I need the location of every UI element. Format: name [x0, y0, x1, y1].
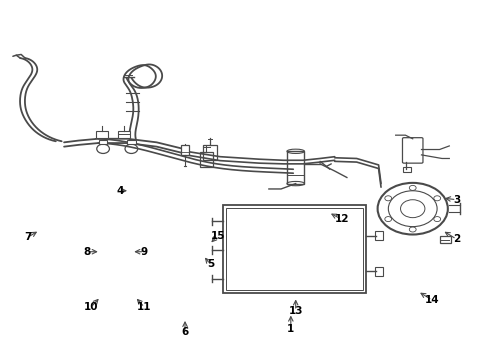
- Bar: [286, 151, 304, 184]
- Bar: [226, 208, 362, 290]
- Text: 9: 9: [141, 247, 148, 257]
- Text: 1: 1: [286, 324, 294, 334]
- Bar: [439, 236, 450, 243]
- Text: 13: 13: [288, 306, 303, 316]
- Bar: [96, 131, 108, 138]
- Bar: [118, 131, 130, 138]
- Text: 12: 12: [334, 215, 348, 224]
- Text: 6: 6: [181, 327, 188, 337]
- Text: 14: 14: [424, 295, 439, 305]
- Text: 11: 11: [137, 302, 151, 312]
- Text: 15: 15: [210, 231, 224, 240]
- Text: 2: 2: [452, 234, 459, 244]
- Text: 7: 7: [24, 232, 31, 242]
- Text: 4: 4: [116, 186, 123, 196]
- Bar: [200, 152, 212, 167]
- Bar: [374, 231, 382, 240]
- Text: 10: 10: [83, 302, 98, 312]
- Bar: [127, 140, 136, 144]
- Bar: [374, 267, 382, 276]
- Bar: [402, 167, 410, 172]
- Text: 3: 3: [452, 195, 459, 205]
- Bar: [203, 145, 216, 160]
- Text: 5: 5: [206, 259, 214, 269]
- Bar: [181, 145, 188, 155]
- Bar: [99, 140, 107, 144]
- Bar: [222, 205, 366, 293]
- Text: 8: 8: [84, 247, 91, 257]
